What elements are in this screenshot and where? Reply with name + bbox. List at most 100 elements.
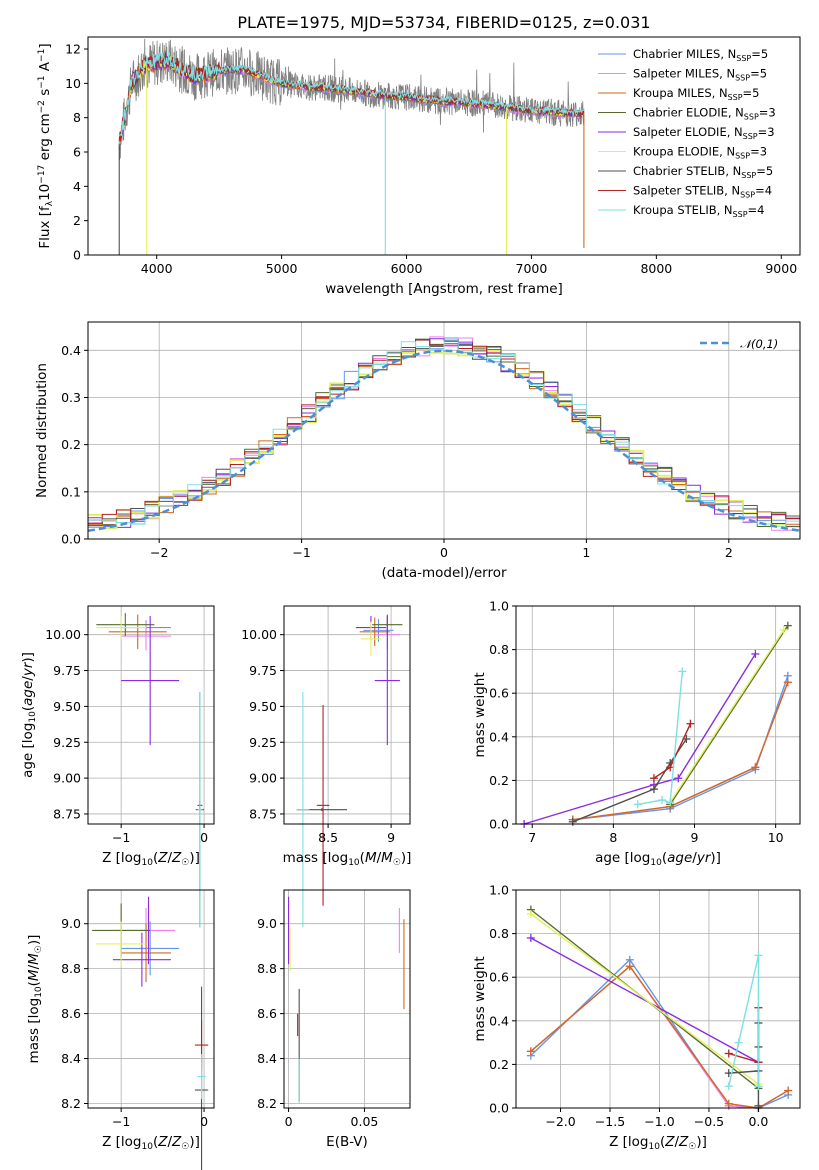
y-tick-label: 8 — [73, 110, 81, 125]
legend-entry: Salpeter STELIB, NSSP=4 — [633, 184, 772, 200]
model-spectrum-kroupa_stelib — [118, 51, 585, 137]
x-axis-label: age [log10(age/yr)] — [595, 850, 721, 868]
y-tick-label: 4 — [73, 179, 81, 194]
weight-line-kroupa_elodie — [669, 629, 785, 803]
y-tick-label: 8.6 — [61, 1006, 81, 1021]
axes-spectrum: 4000 5000 6000 7000 8000 9000 0 2 4 6 8 10 12 wavelen… — [37, 36, 801, 297]
y-tick-label: 8.4 — [257, 1051, 277, 1066]
axes-frame — [87, 36, 801, 256]
y-tick-label: 9.0 — [257, 916, 277, 931]
y-tick-label: 0.2 — [489, 1057, 509, 1072]
x-tick-label: 0 — [200, 830, 208, 845]
legend-entry: Chabrier ELODIE, NSSP=3 — [633, 106, 776, 122]
x-tick-label: 0 — [285, 1114, 293, 1129]
legend-entry: Chabrier STELIB, NSSP=5 — [633, 164, 773, 180]
y-tick-label: 8.2 — [257, 1096, 277, 1111]
y-tick-label: 8.2 — [61, 1096, 81, 1111]
axes-frame — [515, 605, 801, 825]
y-tick-label: 12 — [65, 42, 81, 57]
y-tick-label: 0.4 — [489, 1013, 509, 1028]
y-tick-label: 9.50 — [249, 699, 277, 714]
axes-age_vs_mass: 8.5 9 8.75 9.00 9.25 9.50 9.75 10.00 mass [log10… — [241, 605, 411, 928]
y-axis-label: mass [log10(M/M☉)] — [26, 935, 44, 1064]
y-tick-label: 8.4 — [61, 1051, 81, 1066]
y-tick-label: 9.50 — [53, 699, 81, 714]
y-tick-label: 0.4 — [489, 729, 509, 744]
weight-line-salpeter_elodie — [530, 937, 759, 1063]
legend-entry: Salpeter ELODIE, NSSP=3 — [633, 125, 775, 141]
x-tick-label: 9 — [387, 830, 395, 845]
x-tick-label: 0 — [200, 1114, 208, 1129]
x-tick-label: 1 — [582, 545, 590, 560]
x-tick-label: 8 — [609, 830, 617, 845]
x-tick-label: −1.0 — [644, 1114, 674, 1129]
y-axis-label: Normed distribution — [34, 363, 50, 498]
legend-entry: Kroupa ELODIE, NSSP=3 — [633, 145, 767, 161]
legend-entry: Salpeter MILES, NSSP=5 — [633, 67, 767, 83]
y-tick-label: 8.8 — [257, 961, 277, 976]
y-tick-label: 0.0 — [489, 1101, 509, 1116]
legend-entry: 𝒩(0,1) — [740, 337, 778, 351]
weight-line-chabrier_miles — [572, 675, 789, 821]
y-tick-label: 9.25 — [53, 735, 81, 750]
x-axis-label: Z [log10(Z/Z☉)] — [102, 850, 200, 868]
legend-entry: Chabrier MILES, NSSP=5 — [633, 47, 768, 63]
x-axis-label: wavelength [Angstrom, rest frame] — [325, 281, 563, 297]
axes-weight_vs_age: 7 8 9 10 0.0 0.2 0.4 0.6 0.8 1.0 age [log10(age/yr… — [472, 599, 801, 868]
x-tick-label: −1 — [112, 1114, 130, 1129]
y-tick-label: 10.00 — [45, 627, 81, 642]
y-tick-label: 0.1 — [61, 484, 81, 499]
x-tick-label: 0.05 — [351, 1114, 379, 1129]
y-tick-label: 8.75 — [53, 806, 81, 821]
y-tick-label: 2 — [73, 213, 81, 228]
weight-line-kroupa_miles — [572, 682, 789, 821]
y-tick-label: 9.75 — [249, 663, 277, 678]
axes-weight_vs_Z: −2.0 −1.5 −1.0 −0.5 0.0 0.0 0.2 0.4 0.6 0.8 1.0 Z [… — [472, 883, 801, 1152]
x-tick-label: 0.0 — [748, 1114, 768, 1129]
axes-residuals: −2 −1 0 1 2 0.0 0.1 0.2 0.3 0.4 (data-model)/error… — [34, 321, 801, 581]
y-axis-label: age [log10(age/yr)] — [20, 652, 38, 778]
y-tick-label: 0.2 — [61, 437, 81, 452]
y-tick-label: 0.3 — [61, 390, 81, 405]
x-tick-label: −2.0 — [545, 1114, 575, 1129]
x-tick-label: −1 — [292, 545, 310, 560]
y-tick-label: 0.6 — [489, 686, 509, 701]
x-axis-label: E(B-V) — [326, 1134, 368, 1150]
x-tick-label: 8.5 — [318, 830, 338, 845]
weight-line-salpeter_elodie — [523, 653, 756, 825]
weight-line-kroupa_stelib — [637, 671, 684, 806]
figure-title: PLATE=1975, MJD=53734, FIBERID=0125, z=0… — [237, 13, 650, 32]
axes-frame — [515, 889, 801, 1109]
y-tick-label: 0.4 — [61, 343, 81, 358]
axes-frame — [87, 605, 215, 825]
y-axis-label: mass weight — [472, 956, 488, 1041]
y-tick-label: 1.0 — [489, 883, 509, 898]
data-spectrum — [118, 38, 585, 161]
x-tick-label: 9000 — [765, 261, 797, 276]
x-tick-label: 10 — [768, 830, 784, 845]
y-tick-label: 8.6 — [257, 1006, 277, 1021]
y-tick-label: 0.0 — [61, 532, 81, 547]
x-tick-label: 2 — [725, 545, 733, 560]
y-tick-label: 9.25 — [249, 735, 277, 750]
y-tick-label: 0 — [73, 248, 81, 263]
y-tick-label: 0.0 — [489, 817, 509, 832]
axes-frame — [283, 889, 411, 1109]
y-axis-label: mass weight — [472, 672, 488, 757]
x-tick-label: 9 — [691, 830, 699, 845]
weight-line-chabrier_elodie — [669, 625, 789, 805]
y-tick-label: 9.00 — [53, 771, 81, 786]
histogram-kroupa_stelib — [88, 340, 800, 527]
weight-line-salpeter_stelib — [653, 723, 692, 779]
axes-age_vs_Z: −1 0 8.75 9.00 9.25 9.50 9.75 10.00 Z [log10(Z/Z… — [20, 605, 215, 928]
axes-mass_vs_ebv: 0 0.05 8.2 8.4 8.6 8.8 9.0 E(B-V) — [257, 889, 411, 1150]
y-tick-label: 6 — [73, 145, 81, 160]
x-axis-label: Z [log10(Z/Z☉)] — [609, 1134, 707, 1152]
x-tick-label: −2 — [150, 545, 168, 560]
x-tick-label: 8000 — [640, 261, 672, 276]
legend-entry: Kroupa MILES, NSSP=5 — [633, 86, 759, 102]
y-tick-label: 9.0 — [61, 916, 81, 931]
axes-frame — [283, 605, 411, 825]
y-tick-label: 9.00 — [249, 771, 277, 786]
